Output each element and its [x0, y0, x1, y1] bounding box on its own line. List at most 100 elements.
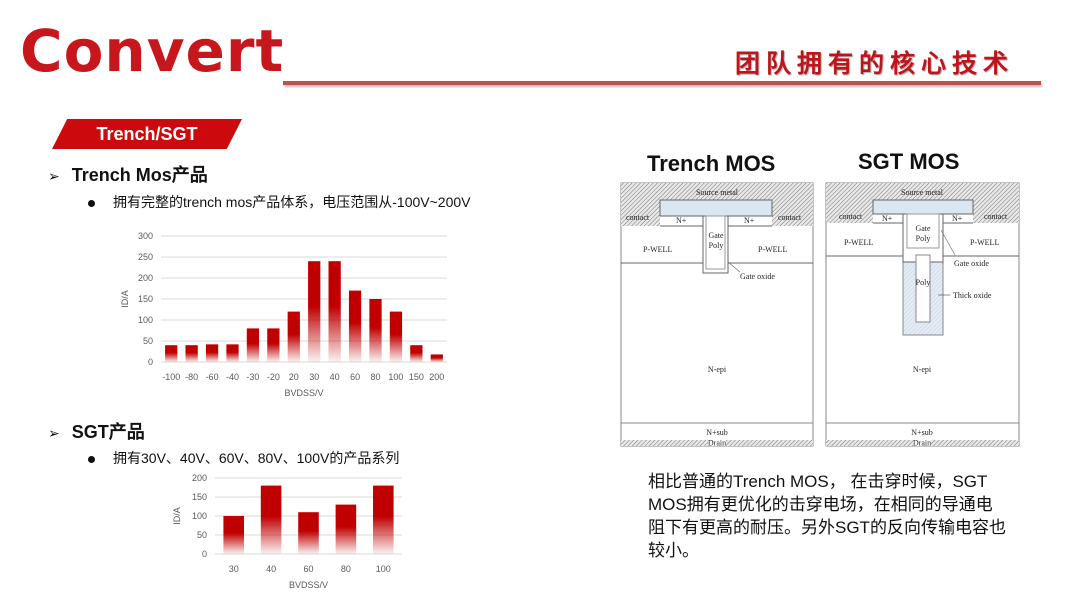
- y-tick-label: 50: [197, 530, 207, 540]
- label-poly: Poly: [709, 241, 724, 250]
- label-nplus: N+: [882, 214, 893, 223]
- x-axis-label: BVDSS/V: [284, 388, 323, 398]
- label-nplus: N+: [744, 216, 755, 225]
- label-pwell: P-WELL: [758, 245, 787, 254]
- label-drain: Drain: [913, 439, 931, 448]
- x-tick-label: 30: [309, 372, 319, 382]
- x-tick-label: 40: [266, 564, 276, 574]
- bar-100: [389, 311, 403, 362]
- arrow-bullet-icon: ➢: [48, 168, 60, 184]
- y-tick-label: 100: [192, 511, 207, 521]
- bullet-dot-icon: [88, 199, 95, 207]
- bar-20: [287, 311, 300, 362]
- label-gate-oxide: Gate oxide: [954, 259, 989, 268]
- y-tick-label: 300: [138, 231, 153, 241]
- x-tick-label: -60: [206, 372, 219, 382]
- section-tag: Trench/SGT: [52, 119, 242, 149]
- bar-60: [348, 290, 362, 362]
- y-tick-label: 200: [138, 273, 153, 283]
- trench-diagram-title: Trench MOS: [647, 151, 776, 176]
- label-thick-oxide: Thick oxide: [953, 291, 992, 300]
- description-text: 相比普通的Trench MOS， 在击穿时候，SGT MOS拥有更优化的击穿电场…: [648, 472, 1006, 560]
- trench-bullet-text: 拥有完整的trench mos产品体系，电压范围从-100V~200V: [113, 194, 471, 210]
- y-tick-label: 250: [138, 252, 153, 262]
- label-nsub: N+sub: [706, 428, 727, 437]
- y-axis-label: ID/A: [172, 507, 182, 525]
- label-source-metal: Source metal: [901, 188, 944, 197]
- bar-40: [328, 261, 341, 362]
- bar--100: [165, 345, 178, 362]
- bar-200: [430, 354, 443, 362]
- label-contact: contact: [984, 212, 1008, 221]
- label-contact: contact: [778, 213, 802, 222]
- sgt-diagram-title: SGT MOS: [858, 149, 960, 174]
- bar-150: [410, 345, 423, 362]
- y-tick-label: 0: [148, 357, 153, 367]
- trench-heading: ➢ Trench Mos产品: [48, 161, 208, 187]
- sgt-heading-text: SGT产品: [71, 422, 145, 442]
- y-axis-label: ID/A: [120, 290, 130, 308]
- bar-80: [369, 299, 382, 362]
- arrow-bullet-icon: ➢: [48, 425, 60, 441]
- mos-cross-section-diagrams: Drain Source metal contact contact N+ N+…: [620, 182, 1020, 448]
- bar-30: [308, 261, 321, 362]
- trench-mos-diagram: Drain Source metal contact contact N+ N+…: [620, 182, 814, 448]
- bar-60: [298, 512, 319, 554]
- bar-80: [335, 504, 357, 554]
- bullet-dot-icon: [88, 455, 95, 463]
- x-tick-label: 150: [409, 372, 424, 382]
- sgt-bullet-text: 拥有30V、40V、60V、80V、100V的产品系列: [113, 450, 400, 466]
- x-tick-label: -20: [267, 372, 280, 382]
- bar--30: [246, 328, 260, 362]
- x-tick-label: 60: [303, 564, 313, 574]
- label-source-metal: Source metal: [696, 188, 739, 197]
- label-contact: contact: [626, 213, 650, 222]
- bar-40: [260, 485, 282, 554]
- logo-text: Convert: [20, 17, 285, 85]
- header-divider: [283, 81, 1041, 85]
- y-tick-label: 50: [143, 336, 153, 346]
- label-gate-oxide: Gate oxide: [740, 272, 775, 281]
- bar--60: [205, 344, 219, 362]
- label-drain: Drain: [708, 439, 726, 448]
- x-tick-label: 60: [350, 372, 360, 382]
- page-title: 团队拥有的核心技术: [735, 49, 1015, 78]
- x-tick-label: -80: [185, 372, 198, 382]
- bar--80: [185, 345, 198, 362]
- bar--20: [267, 328, 280, 362]
- bar-30: [223, 516, 244, 554]
- y-tick-label: 0: [202, 549, 207, 559]
- label-poly: Poly: [916, 234, 931, 243]
- x-tick-label: -100: [162, 372, 180, 382]
- label-nplus: N+: [676, 216, 687, 225]
- label-pwell: P-WELL: [844, 238, 873, 247]
- x-tick-label: 100: [376, 564, 391, 574]
- x-tick-label: 30: [229, 564, 239, 574]
- x-tick-label: -30: [246, 372, 259, 382]
- x-tick-label: 20: [289, 372, 299, 382]
- label-contact: contact: [839, 212, 863, 221]
- y-tick-label: 150: [138, 294, 153, 304]
- x-tick-label: 80: [370, 372, 380, 382]
- x-tick-label: -40: [226, 372, 239, 382]
- label-pwell: P-WELL: [970, 238, 999, 247]
- label-nplus: N+: [952, 214, 963, 223]
- label-shield-poly: Poly: [916, 278, 931, 287]
- y-tick-label: 200: [192, 473, 207, 483]
- bar-100: [373, 485, 394, 554]
- x-tick-label: 40: [330, 372, 340, 382]
- y-tick-label: 100: [138, 315, 153, 325]
- trench-bar-chart: 0 50 100 150 200 250 300 -100 -80 -60 -40 -30 -20 20 3…: [120, 231, 447, 398]
- label-nepi: N-epi: [913, 365, 932, 374]
- x-tick-label: 200: [429, 372, 444, 382]
- label-nepi: N-epi: [708, 365, 727, 374]
- sgt-mos-diagram: Drain Source metal contact contact N+ N+…: [825, 182, 1020, 448]
- trench-heading-text: Trench Mos产品: [71, 165, 208, 185]
- y-tick-label: 150: [192, 492, 207, 502]
- label-pwell: P-WELL: [643, 245, 672, 254]
- sgt-heading: ➢ SGT产品: [48, 418, 145, 444]
- label-gate: Gate: [708, 231, 724, 240]
- label-nsub: N+sub: [911, 428, 932, 437]
- x-tick-label: 80: [341, 564, 351, 574]
